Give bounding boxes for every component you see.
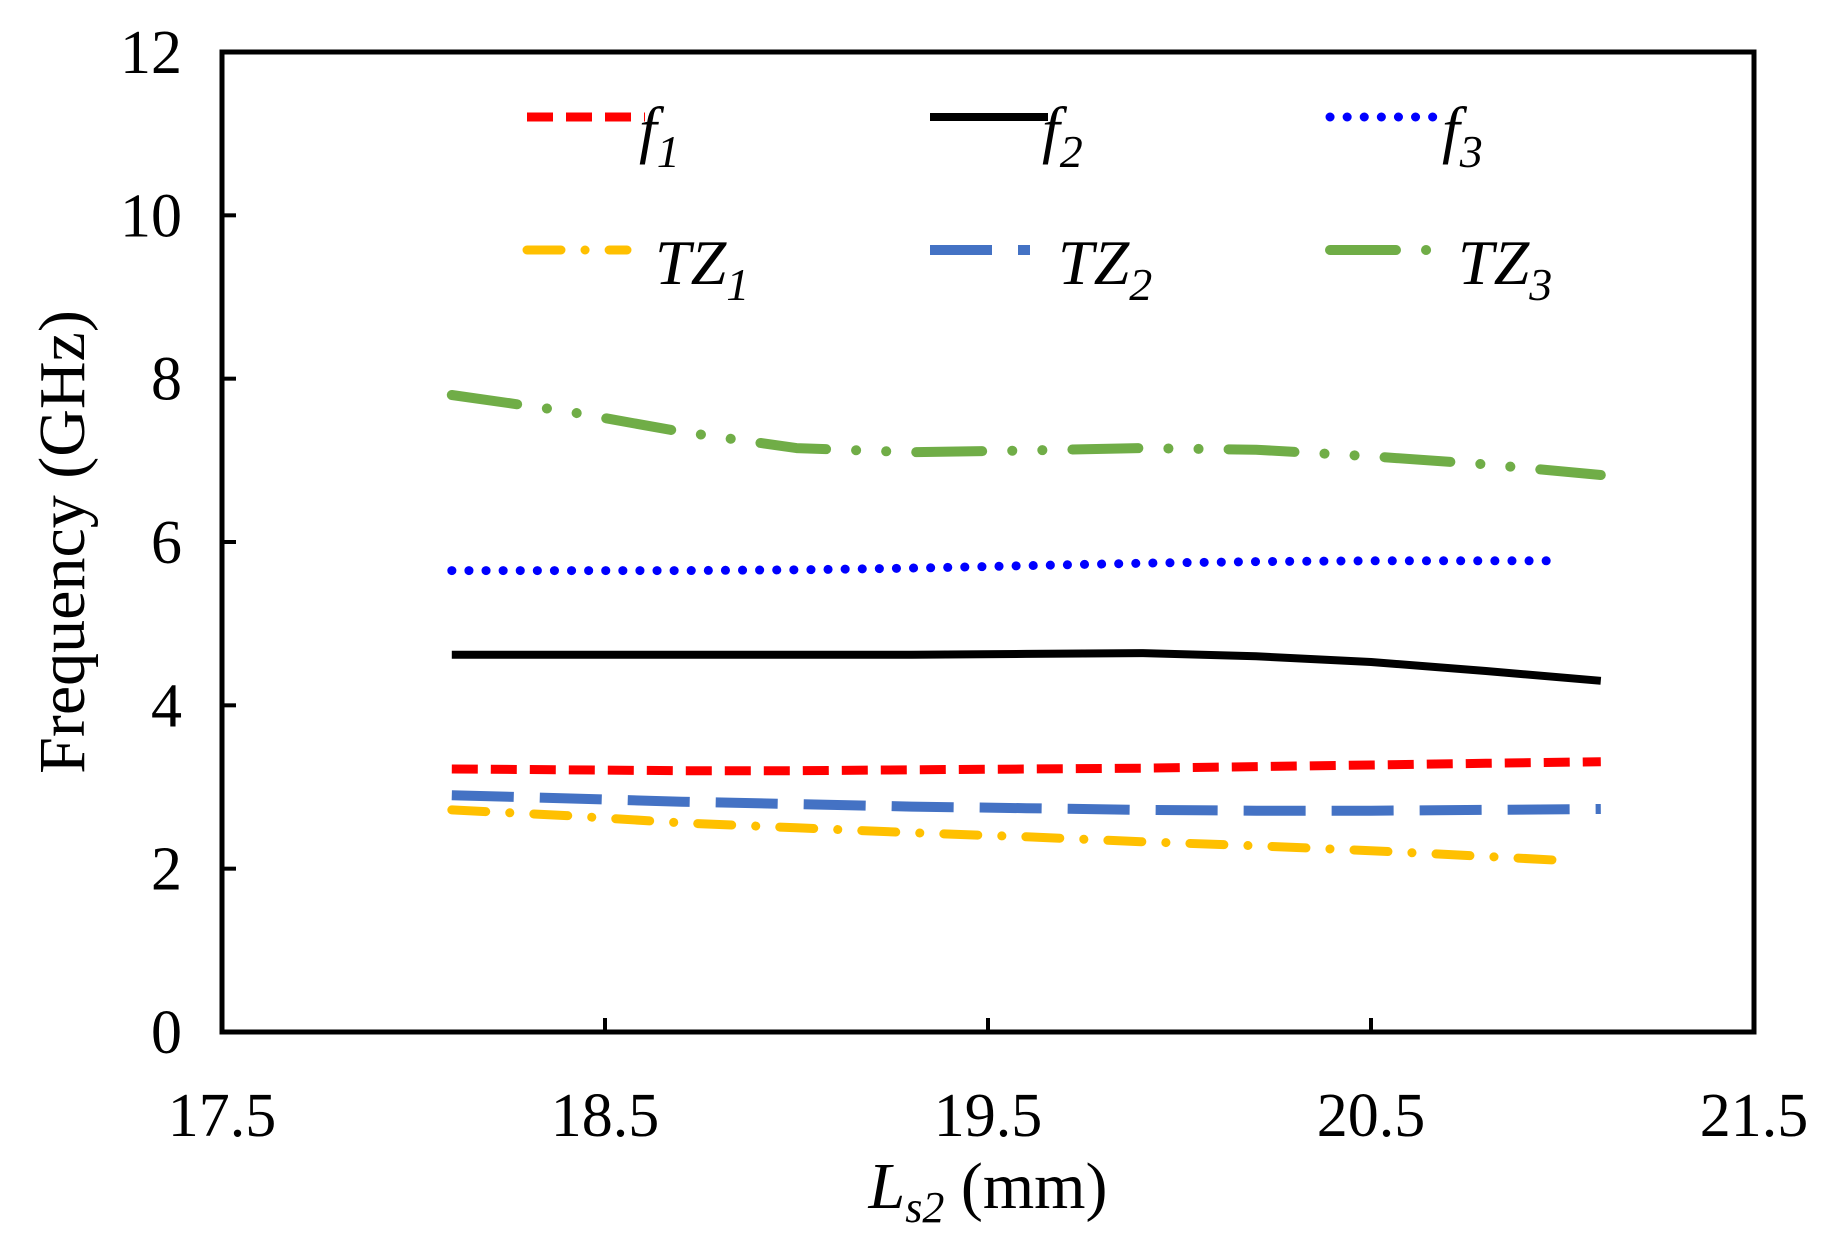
legend-label-sub: 3 bbox=[1459, 126, 1483, 177]
y-axis-title: Frequency (GHz) bbox=[26, 310, 99, 774]
legend-label-f2: f2 bbox=[1042, 94, 1083, 177]
series-line-f1 bbox=[451, 757, 1601, 776]
legend-label-TZ3: TZ3 bbox=[1458, 227, 1552, 310]
legend-label-f1: f1 bbox=[639, 94, 680, 177]
x-tick-label: 18.5 bbox=[551, 1082, 660, 1150]
plot-frame bbox=[219, 49, 1757, 1035]
x-tick-label: 19.5 bbox=[934, 1082, 1043, 1150]
x-tick-label: 17.5 bbox=[168, 1082, 277, 1150]
series-line-TZ1 bbox=[447, 805, 1567, 865]
legend-label-sub: 1 bbox=[726, 259, 749, 310]
series-line-TZ3 bbox=[446, 390, 1606, 480]
legend-label-name: TZ bbox=[655, 227, 728, 298]
legend-label-f3: f3 bbox=[1442, 94, 1483, 177]
legend-label-sub: 3 bbox=[1528, 259, 1552, 310]
legend-label-name: TZ bbox=[1458, 227, 1531, 298]
legend-label-TZ1: TZ1 bbox=[655, 227, 749, 310]
y-tick-label: 8 bbox=[151, 346, 182, 414]
x-tick-label: 21.5 bbox=[1700, 1082, 1809, 1150]
y-tick-label: 10 bbox=[120, 182, 182, 250]
series-line-f3 bbox=[447, 556, 1567, 576]
series-layer bbox=[446, 390, 1606, 865]
legend-label-sub: 2 bbox=[1129, 259, 1152, 310]
series-line-TZ2 bbox=[451, 790, 1601, 816]
legend-label-name: TZ bbox=[1058, 227, 1131, 298]
y-tick-label: 0 bbox=[151, 999, 182, 1067]
x-axis-title-main: L bbox=[868, 1150, 906, 1223]
y-tick-label: 12 bbox=[120, 19, 182, 87]
y-tick-label: 6 bbox=[151, 509, 182, 577]
x-axis-title-unit: (mm) bbox=[944, 1150, 1107, 1223]
series-line-f2 bbox=[451, 649, 1602, 685]
legend-label-TZ2: TZ2 bbox=[1058, 227, 1152, 310]
y-tick-label: 2 bbox=[151, 836, 182, 904]
x-axis-title-sub: s2 bbox=[905, 1183, 944, 1232]
x-tick-label: 20.5 bbox=[1317, 1082, 1426, 1150]
x-axis-title: Ls2 (mm) bbox=[868, 1150, 1108, 1232]
y-tick-label: 4 bbox=[151, 672, 182, 740]
legend-label-sub: 1 bbox=[657, 126, 680, 177]
legend-label-sub: 2 bbox=[1060, 126, 1083, 177]
